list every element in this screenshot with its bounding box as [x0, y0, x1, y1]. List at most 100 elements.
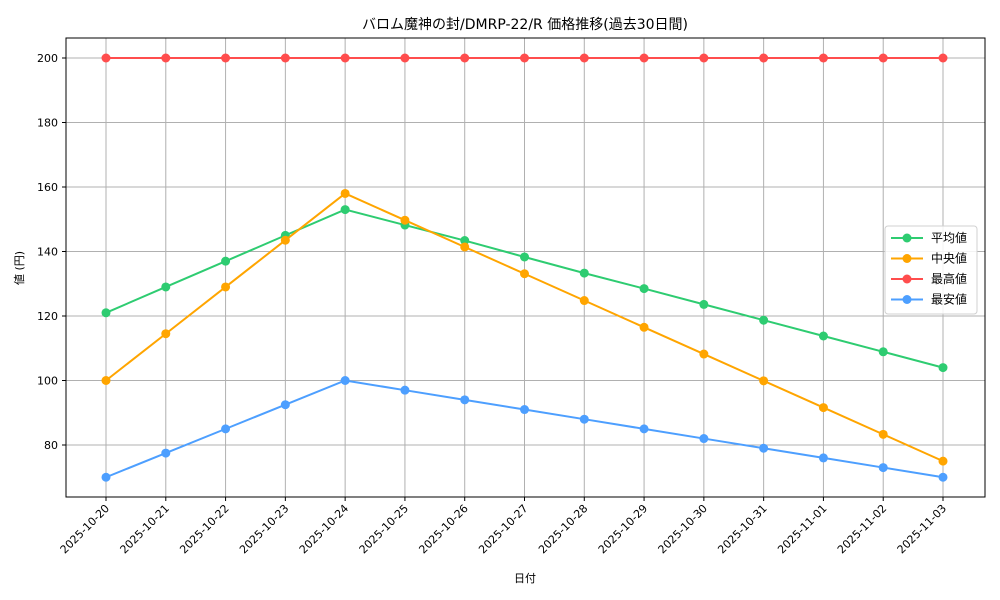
data-point	[639, 284, 649, 294]
grid-lines	[66, 38, 985, 497]
data-point	[400, 53, 410, 63]
x-tick-label: 2025-10-23	[237, 502, 291, 556]
legend-label: 中央値	[931, 251, 967, 266]
y-tick-label: 80	[44, 439, 58, 452]
data-point	[759, 315, 769, 325]
data-point	[161, 282, 171, 292]
legend-item: 最高値	[891, 271, 967, 286]
y-axis-label: 値 (円)	[13, 251, 26, 285]
data-point	[759, 376, 769, 386]
x-tick-label: 2025-10-26	[416, 502, 470, 556]
data-point	[280, 400, 290, 410]
x-tick-label: 2025-10-30	[656, 502, 710, 556]
x-tick-label: 2025-11-02	[835, 502, 889, 556]
legend-item: 最安値	[891, 292, 967, 307]
data-point	[639, 53, 649, 63]
data-point	[759, 53, 769, 63]
y-tick-label: 100	[37, 375, 58, 388]
data-point	[878, 347, 888, 357]
y-tick-label: 120	[37, 310, 58, 323]
data-point	[878, 463, 888, 473]
x-tick-label: 2025-10-22	[177, 502, 231, 556]
data-point	[101, 53, 111, 63]
x-tick-label: 2025-10-20	[58, 502, 112, 556]
x-axis-label: 日付	[514, 572, 536, 585]
data-point	[818, 453, 828, 463]
data-series	[101, 53, 948, 482]
x-tick-label: 2025-11-01	[775, 502, 829, 556]
y-tick-label: 140	[37, 246, 58, 259]
chart-title: バロム魔神の封/DMRP-22/R 価格推移(過去30日間)	[362, 17, 688, 33]
y-tick-label: 200	[37, 52, 58, 65]
data-point	[818, 403, 828, 413]
x-tick-label: 2025-10-21	[118, 502, 172, 556]
data-point	[340, 188, 350, 198]
data-point	[699, 53, 709, 63]
data-point	[340, 205, 350, 215]
data-point	[579, 268, 589, 278]
series-line	[101, 188, 948, 466]
data-point	[818, 331, 828, 341]
y-tick-label: 160	[37, 181, 58, 194]
data-point	[101, 376, 111, 385]
data-point	[759, 443, 769, 453]
x-tick-label: 2025-10-24	[297, 502, 351, 556]
data-point	[699, 349, 709, 359]
legend-label: 最安値	[931, 292, 967, 307]
y-tick-label: 180	[37, 117, 58, 130]
data-point	[101, 308, 111, 318]
data-point	[460, 395, 470, 405]
series-line	[101, 53, 948, 63]
x-tick-label: 2025-10-29	[596, 502, 650, 556]
series-line	[101, 376, 948, 482]
data-point	[938, 472, 948, 482]
data-point	[221, 256, 231, 266]
y-axis-ticks: 80 100 120 140 160 180 200	[37, 52, 66, 452]
data-point	[579, 53, 589, 63]
data-point	[878, 53, 888, 63]
data-point	[699, 299, 709, 309]
data-point	[460, 236, 470, 246]
x-tick-label: 2025-10-28	[536, 502, 590, 556]
data-point	[101, 472, 111, 482]
x-tick-label: 2025-11-03	[895, 502, 949, 556]
data-point	[460, 53, 470, 63]
data-point	[340, 376, 350, 385]
legend-item: 中央値	[891, 251, 967, 266]
data-point	[938, 363, 948, 373]
data-point	[161, 53, 171, 63]
data-point	[520, 269, 529, 279]
x-axis-ticks: 2025-10-20 2025-10-21 2025-10-22 2025-10-23…	[58, 497, 949, 556]
data-point	[818, 53, 828, 63]
legend-label: 最高値	[931, 271, 967, 286]
data-point	[520, 252, 529, 262]
legend-label: 平均値	[931, 230, 967, 245]
x-tick-label: 2025-10-27	[476, 502, 530, 556]
data-point	[400, 215, 410, 225]
data-point	[878, 429, 888, 439]
data-point	[520, 405, 529, 415]
data-point	[280, 235, 290, 245]
data-point	[460, 242, 470, 252]
data-point	[221, 282, 231, 292]
x-tick-label: 2025-10-31	[715, 502, 769, 556]
plot-area-frame	[65, 37, 986, 498]
data-point	[639, 322, 649, 332]
data-point	[161, 329, 171, 339]
data-point	[400, 385, 410, 395]
legend-item: 平均値	[891, 230, 967, 245]
series-line	[101, 205, 948, 373]
data-point	[221, 53, 231, 63]
data-point	[579, 414, 589, 424]
data-point	[938, 456, 948, 466]
data-point	[221, 424, 231, 434]
x-tick-label: 2025-10-25	[357, 502, 411, 556]
data-point	[639, 424, 649, 434]
data-point	[699, 434, 709, 444]
data-point	[340, 53, 350, 63]
data-point	[579, 296, 589, 306]
data-point	[520, 53, 529, 63]
data-point	[280, 53, 290, 63]
